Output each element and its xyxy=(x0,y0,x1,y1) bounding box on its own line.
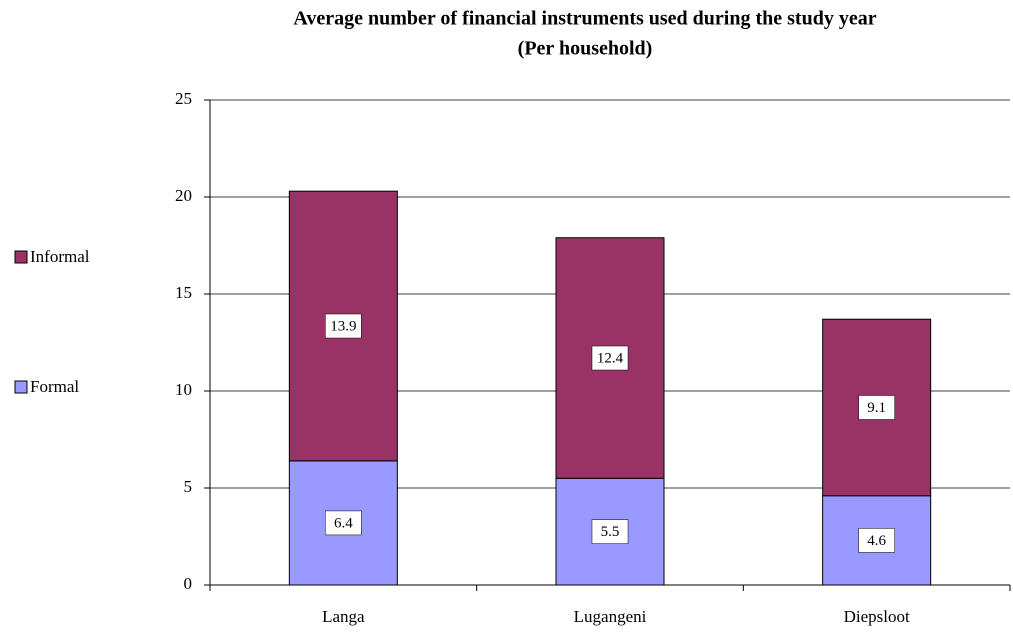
legend-swatch xyxy=(14,380,28,394)
value-label-box xyxy=(858,395,895,420)
y-tick-label: 5 xyxy=(184,477,193,496)
x-tick-label: Lugangeni xyxy=(574,607,647,626)
y-tick-label: 10 xyxy=(175,380,192,399)
value-label-box xyxy=(325,510,362,536)
value-label: 12.4 xyxy=(597,350,624,366)
value-label: 9.1 xyxy=(867,400,886,416)
legend-label: Formal xyxy=(30,377,79,396)
chart-title: Average number of financial instruments … xyxy=(293,8,876,30)
value-label-box xyxy=(591,519,629,544)
y-tick-label: 25 xyxy=(175,89,192,108)
chart-subtitle: (Per household) xyxy=(518,38,653,60)
value-label: 5.5 xyxy=(601,524,620,540)
y-tick-label: 15 xyxy=(175,283,192,302)
value-label: 4.6 xyxy=(867,533,886,549)
x-tick-label: Langa xyxy=(322,607,365,626)
value-label-box xyxy=(858,528,895,553)
y-tick-label: 0 xyxy=(184,574,193,593)
value-label: 6.4 xyxy=(334,515,353,531)
legend-swatch xyxy=(14,250,28,264)
value-label-box xyxy=(591,345,629,371)
y-tick-label: 20 xyxy=(175,186,192,205)
legend-label: Informal xyxy=(30,247,90,266)
value-label: 13.9 xyxy=(330,318,356,334)
value-label-box xyxy=(325,313,362,339)
x-tick-label: Diepsloot xyxy=(844,607,910,626)
